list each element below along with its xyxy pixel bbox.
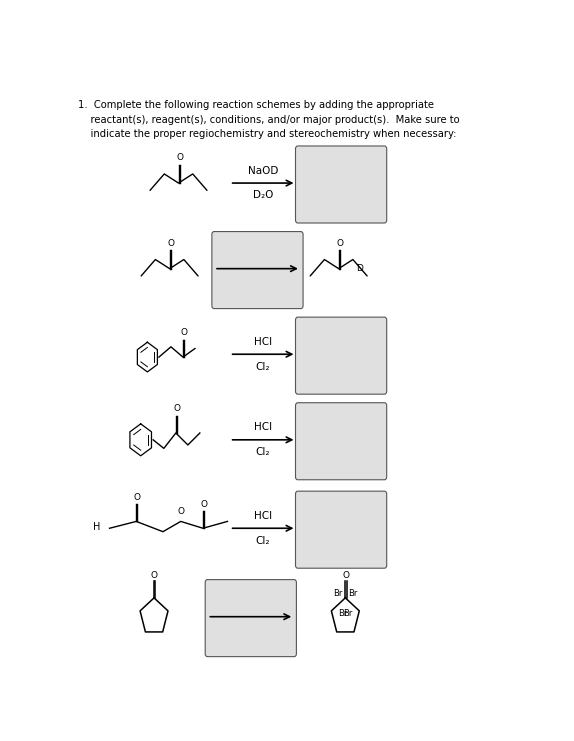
Text: NaOD: NaOD bbox=[248, 166, 278, 176]
Text: O: O bbox=[134, 493, 141, 502]
Text: 1.  Complete the following reaction schemes by adding the appropriate
    reacta: 1. Complete the following reaction schem… bbox=[79, 100, 460, 139]
FancyBboxPatch shape bbox=[296, 317, 387, 394]
Text: HCl: HCl bbox=[254, 422, 272, 433]
Text: D₂O: D₂O bbox=[253, 190, 273, 201]
Text: O: O bbox=[177, 508, 184, 516]
Text: O: O bbox=[167, 239, 174, 247]
FancyBboxPatch shape bbox=[296, 491, 387, 568]
Text: H: H bbox=[92, 522, 100, 531]
Text: Cl₂: Cl₂ bbox=[256, 448, 270, 457]
Text: D: D bbox=[356, 264, 363, 273]
Text: Br: Br bbox=[333, 589, 342, 598]
Text: O: O bbox=[180, 328, 187, 337]
Text: Br: Br bbox=[339, 609, 348, 618]
Text: O: O bbox=[336, 239, 343, 247]
Text: Br: Br bbox=[343, 609, 352, 618]
Text: O: O bbox=[173, 405, 180, 413]
FancyBboxPatch shape bbox=[296, 403, 387, 479]
Text: Cl₂: Cl₂ bbox=[256, 362, 270, 372]
Text: HCl: HCl bbox=[254, 511, 272, 521]
Text: Br: Br bbox=[348, 589, 358, 598]
Text: O: O bbox=[151, 571, 158, 579]
Text: HCl: HCl bbox=[254, 337, 272, 347]
Text: O: O bbox=[342, 571, 349, 579]
FancyBboxPatch shape bbox=[296, 146, 387, 223]
Text: O: O bbox=[200, 499, 207, 508]
FancyBboxPatch shape bbox=[212, 231, 303, 308]
Text: Cl₂: Cl₂ bbox=[256, 536, 270, 545]
Text: O: O bbox=[176, 153, 183, 162]
FancyBboxPatch shape bbox=[205, 579, 296, 657]
